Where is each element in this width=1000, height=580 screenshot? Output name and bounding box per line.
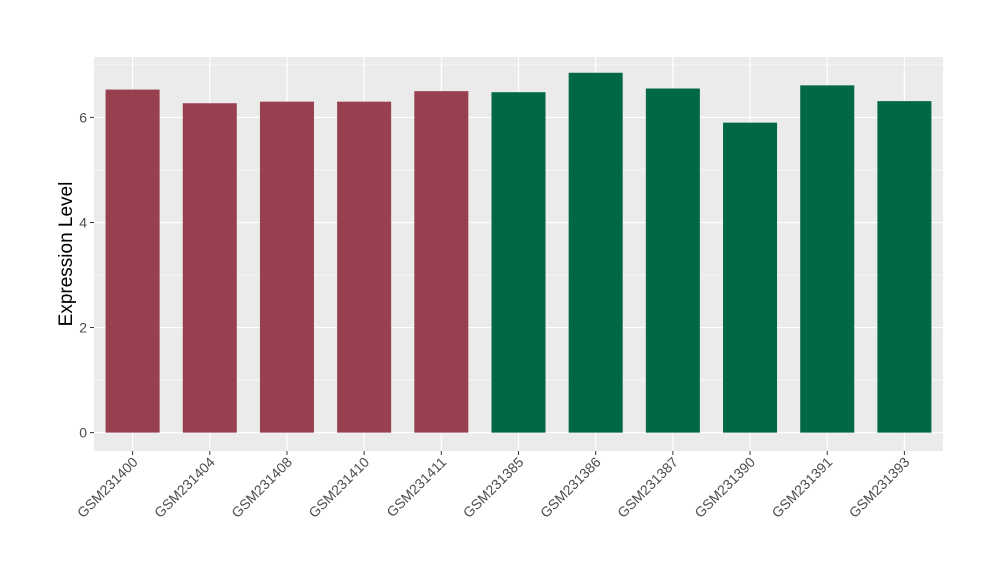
y-tick-label: 0 — [79, 425, 87, 441]
bar-GSM231411 — [414, 91, 469, 433]
bar-GSM231410 — [337, 101, 392, 433]
y-tick-label: 2 — [79, 320, 87, 336]
bar-GSM231400 — [105, 89, 160, 433]
bar-GSM231393 — [877, 101, 932, 433]
y-tick-label: 4 — [79, 214, 87, 230]
x-tick-label: GSM231404 — [151, 454, 218, 521]
x-tick-label: GSM231385 — [460, 454, 527, 521]
bar-GSM231390 — [723, 122, 778, 433]
bar-GSM231387 — [645, 88, 700, 433]
y-axis-title: Expression Level — [56, 182, 77, 327]
bar-GSM231385 — [491, 92, 546, 433]
x-tick-label: GSM231386 — [537, 454, 604, 521]
x-tick-label: GSM231387 — [614, 454, 681, 521]
x-axis: GSM231400 GSM231404 GSM231408 GSM231410 GSM2… — [74, 451, 913, 521]
x-tick-label: GSM231391 — [768, 454, 835, 521]
y-axis: 0 2 4 6 — [79, 109, 94, 441]
x-tick-label: GSM231400 — [74, 454, 141, 521]
x-tick-label: GSM231408 — [228, 454, 295, 521]
y-tick-label: 6 — [79, 109, 87, 125]
bar-GSM231404 — [182, 103, 237, 433]
bars — [105, 72, 932, 433]
x-tick-label: GSM231411 — [383, 454, 449, 520]
x-tick-label: GSM231390 — [691, 454, 758, 521]
x-tick-label: GSM231393 — [846, 454, 913, 521]
bar-GSM231386 — [568, 72, 623, 433]
x-tick-label: GSM231410 — [305, 454, 372, 521]
bar-GSM231391 — [800, 85, 855, 433]
bar-GSM231408 — [259, 101, 314, 433]
